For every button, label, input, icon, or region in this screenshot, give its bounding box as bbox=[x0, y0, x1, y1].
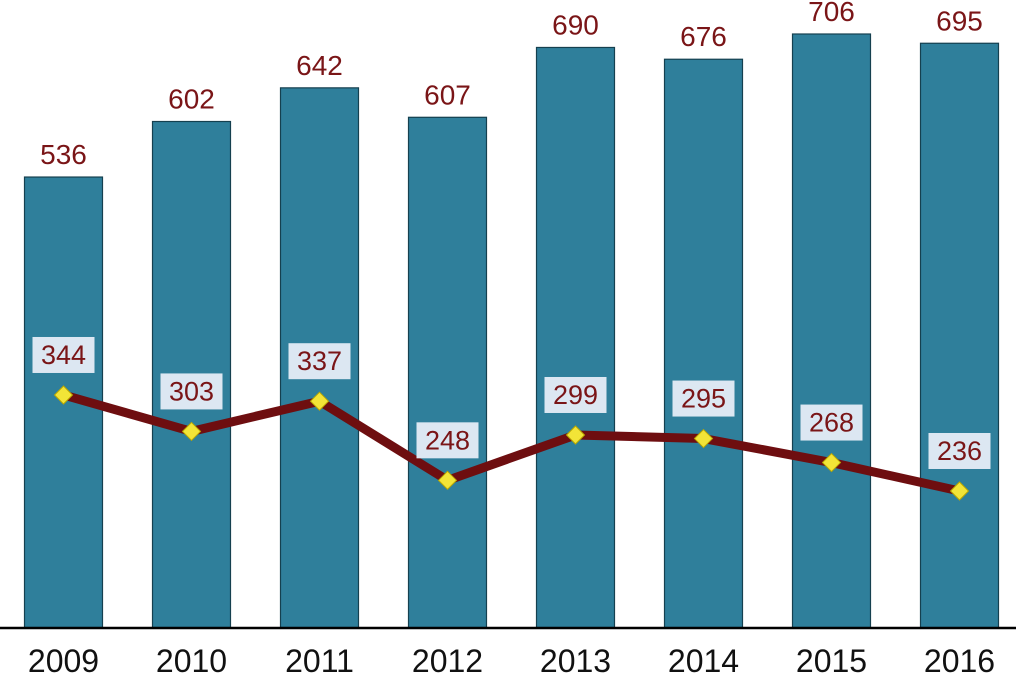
line-value-label-bg bbox=[544, 376, 607, 413]
line-value-label-bg bbox=[160, 373, 223, 410]
bar-2015 bbox=[791, 33, 872, 629]
x-tick-label-2013: 2013 bbox=[540, 643, 611, 679]
line-marker-2015 bbox=[821, 452, 842, 473]
line-value-label-bg bbox=[800, 404, 863, 441]
x-tick-label-2016: 2016 bbox=[924, 643, 995, 679]
line-value-label: 344 bbox=[41, 340, 86, 370]
bar-value-label: 602 bbox=[168, 84, 215, 115]
line-value-label-bg bbox=[928, 432, 991, 469]
line-marker-2009 bbox=[53, 385, 74, 405]
line-value-label: 337 bbox=[297, 346, 342, 376]
line-value-label: 303 bbox=[169, 376, 214, 406]
line-value-label-bg bbox=[416, 422, 479, 459]
bar-2012 bbox=[407, 116, 488, 629]
line-value-label-bg bbox=[288, 343, 351, 380]
bar-2013 bbox=[535, 46, 616, 629]
bar-value-label: 706 bbox=[808, 0, 855, 27]
line-marker-2014 bbox=[693, 428, 714, 449]
line-value-label-bg bbox=[672, 380, 735, 417]
bar-2016 bbox=[919, 42, 1000, 629]
line-value-label: 299 bbox=[553, 380, 598, 410]
x-tick-label-2011: 2011 bbox=[285, 643, 354, 679]
bar-value-label: 536 bbox=[40, 139, 87, 170]
line-value-label: 248 bbox=[425, 425, 470, 455]
line-value-label: 236 bbox=[937, 436, 982, 466]
x-tick-label-2014: 2014 bbox=[668, 643, 739, 679]
bar-value-label: 676 bbox=[680, 21, 727, 52]
line-marker-2011 bbox=[309, 391, 330, 411]
bar-value-label: 690 bbox=[552, 9, 599, 40]
line-marker-2013 bbox=[565, 425, 586, 445]
line-value-label: 268 bbox=[809, 408, 854, 438]
bar-2014 bbox=[663, 58, 744, 629]
line-marker-2016 bbox=[949, 481, 970, 501]
line-marker-2012 bbox=[437, 470, 458, 491]
x-tick-label-2015: 2015 bbox=[796, 643, 867, 679]
x-tick-label-2010: 2010 bbox=[156, 643, 227, 679]
bar-value-label: 695 bbox=[936, 5, 983, 36]
line-series bbox=[59, 390, 964, 496]
x-tick-label-2012: 2012 bbox=[412, 643, 483, 679]
x-tick-label-2009: 2009 bbox=[28, 643, 99, 679]
line-value-label-bg bbox=[32, 336, 95, 373]
bar-value-label: 642 bbox=[296, 50, 343, 81]
bar-value-label: 607 bbox=[424, 79, 471, 110]
line-value-label: 295 bbox=[681, 384, 726, 414]
line-marker-2010 bbox=[181, 421, 202, 442]
